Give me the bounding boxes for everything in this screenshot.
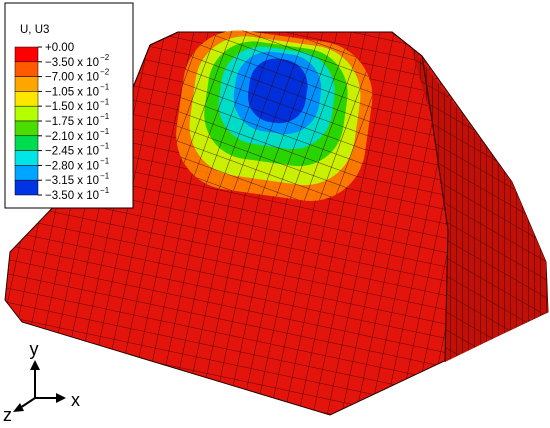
model [4,30,549,416]
legend-exponent: −1 [100,142,110,151]
legend-exponent: −1 [100,112,110,121]
legend-label: −3.50 x 10 [45,57,99,69]
axis-label: y [30,339,39,359]
legend-swatch [14,135,39,151]
legend-label: −3.15 x 10 [45,175,99,187]
legend-label: −1.50 x 10 [45,101,99,113]
legend-swatch [14,165,39,181]
legend-label: −7.00 x 10 [45,72,99,84]
legend-label: −3.50 x 10 [45,190,99,202]
legend-exponent: −1 [100,157,110,166]
legend-label: −2.10 x 10 [45,131,99,143]
legend-swatch [14,46,39,63]
legend-exponent: −1 [100,171,110,180]
legend-swatch [14,179,39,196]
legend-exponent: −1 [100,127,110,136]
legend-swatch [14,120,39,137]
legend-swatch [14,105,39,122]
legend-exponent: −2 [100,53,110,62]
legend-swatch [14,150,39,166]
legend-exponent: −1 [100,186,110,195]
legend-swatch [14,76,39,92]
legend-exponent: −1 [100,83,110,92]
legend-label: −1.05 x 10 [45,86,99,98]
legend-swatch [14,61,39,77]
legend-label: −1.75 x 10 [45,116,99,128]
legend-label: −2.80 x 10 [45,160,99,172]
legend-exponent: −1 [100,97,110,106]
contour [176,30,373,201]
legend-title: U, U3 [20,24,49,36]
legend-label: +0.00 [45,42,74,54]
legend-label: −2.45 x 10 [45,146,99,158]
legend-exponent: −2 [100,68,110,77]
axis-triad [13,360,66,412]
legend: +0.00−3.50 x 10 −2−7.00 x 10 −2−1.05 x 10−… [14,42,110,202]
axis-label: x [71,390,80,410]
axis-label: z [3,405,12,425]
legend-swatch [14,91,39,107]
